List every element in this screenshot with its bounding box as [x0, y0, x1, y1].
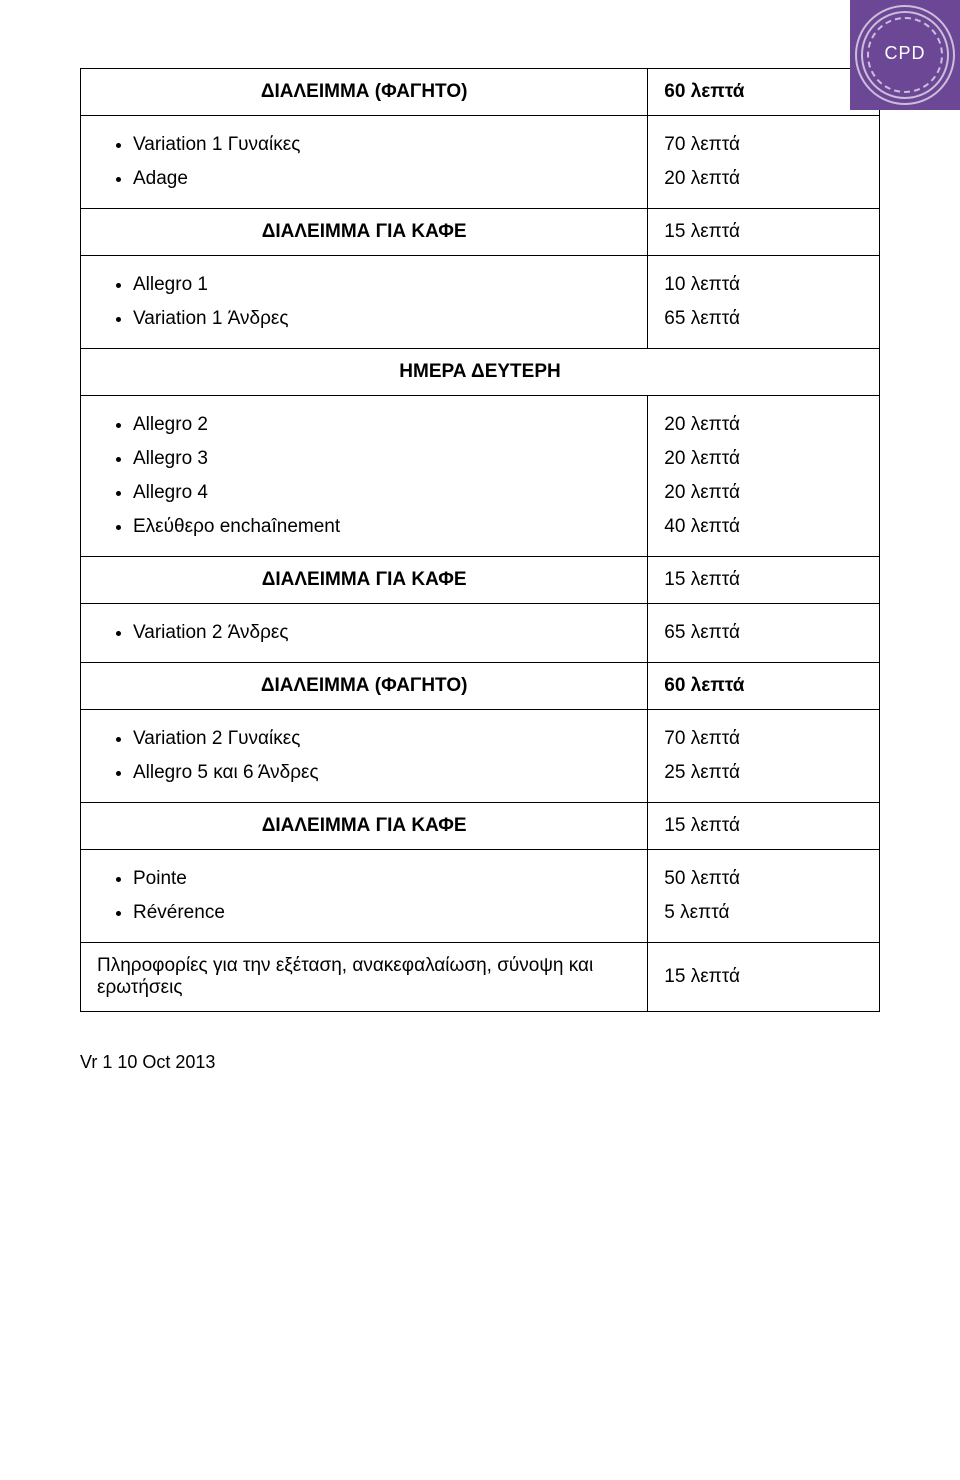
footer-version: Vr 1 10 Oct 2013: [80, 1052, 880, 1073]
list-item: Allegro 2: [133, 408, 631, 442]
duration-stack: 70 λεπτά 20 λεπτά: [664, 128, 863, 196]
duration-stack: 65 λεπτά: [664, 616, 863, 650]
document-page: CPD ΔΙΑΛΕΙΜΜΑ (ΦΑΓΗΤΟ) 60 λεπτά Variatio…: [0, 0, 960, 1480]
cpd-badge: CPD: [850, 0, 960, 110]
list-item: Variation 2 Άνδρες: [133, 616, 631, 650]
list-item: Allegro 1: [133, 268, 631, 302]
break-label: ΔΙΑΛΕΙΜΜΑ (ΦΑΓΗΤΟ): [81, 663, 648, 710]
row-variation2-men: Variation 2 Άνδρες 65 λεπτά: [81, 604, 880, 663]
row-allegro1: Allegro 1 Variation 1 Άνδρες 10 λεπτά 65…: [81, 256, 880, 349]
schedule-table: ΔΙΑΛΕΙΜΜΑ (ΦΑΓΗΤΟ) 60 λεπτά Variation 1 …: [80, 68, 880, 1012]
row-pointe: Pointe Révérence 50 λεπτά 5 λεπτά: [81, 850, 880, 943]
duration-value: 40 λεπτά: [664, 510, 863, 544]
break-duration: 15 λεπτά: [648, 803, 880, 850]
list-item: Adage: [133, 162, 631, 196]
list-item: Allegro 5 και 6 Άνδρες: [133, 756, 631, 790]
duration-value: 20 λεπτά: [664, 162, 863, 196]
duration-value: 70 λεπτά: [664, 128, 863, 162]
break-duration: 60 λεπτά: [648, 663, 880, 710]
list-item: Allegro 4: [133, 476, 631, 510]
list-item: Pointe: [133, 862, 631, 896]
duration-value: 20 λεπτά: [664, 408, 863, 442]
duration-value: 20 λεπτά: [664, 476, 863, 510]
badge-text: CPD: [855, 43, 955, 64]
duration-stack: 70 λεπτά 25 λεπτά: [664, 722, 863, 790]
break-label: ΔΙΑΛΕΙΜΜΑ ΓΙΑ ΚΑΦΕ: [81, 803, 648, 850]
row-break-coffee-1: ΔΙΑΛΕΙΜΜΑ ΓΙΑ ΚΑΦΕ 15 λεπτά: [81, 209, 880, 256]
item-list: Variation 2 Γυναίκες Allegro 5 και 6 Άνδ…: [97, 722, 631, 790]
list-item: Allegro 3: [133, 442, 631, 476]
list-item: Variation 1 Γυναίκες: [133, 128, 631, 162]
duration-value: 10 λεπτά: [664, 268, 863, 302]
duration-value: 70 λεπτά: [664, 722, 863, 756]
list-item: Ελεύθερο enchaînement: [133, 510, 631, 544]
duration-value: 65 λεπτά: [664, 616, 863, 650]
row-break-lunch-1: ΔΙΑΛΕΙΜΜΑ (ΦΑΓΗΤΟ) 60 λεπτά: [81, 69, 880, 116]
row-break-coffee-2: ΔΙΑΛΕΙΜΜΑ ΓΙΑ ΚΑΦΕ 15 λεπτά: [81, 557, 880, 604]
duration-value: 25 λεπτά: [664, 756, 863, 790]
info-label: Πληροφορίες για την εξέταση, ανακεφαλαίω…: [81, 943, 648, 1012]
break-label: ΔΙΑΛΕΙΜΜΑ ΓΙΑ ΚΑΦΕ: [81, 557, 648, 604]
row-break-lunch-2: ΔΙΑΛΕΙΜΜΑ (ΦΑΓΗΤΟ) 60 λεπτά: [81, 663, 880, 710]
row-break-coffee-3: ΔΙΑΛΕΙΜΜΑ ΓΙΑ ΚΑΦΕ 15 λεπτά: [81, 803, 880, 850]
break-duration: 15 λεπτά: [648, 557, 880, 604]
duration-stack: 20 λεπτά 20 λεπτά 20 λεπτά 40 λεπτά: [664, 408, 863, 544]
row-day-two-header: ΗΜΕΡΑ ΔΕΥΤΕΡΗ: [81, 349, 880, 396]
item-list: Allegro 2 Allegro 3 Allegro 4 Ελεύθερο e…: [97, 408, 631, 544]
row-variation2-women: Variation 2 Γυναίκες Allegro 5 και 6 Άνδ…: [81, 710, 880, 803]
item-list: Variation 1 Γυναίκες Adage: [97, 128, 631, 196]
list-item: Révérence: [133, 896, 631, 930]
break-label: ΔΙΑΛΕΙΜΜΑ (ΦΑΓΗΤΟ): [81, 69, 648, 116]
list-item: Variation 1 Άνδρες: [133, 302, 631, 336]
row-allegro-group: Allegro 2 Allegro 3 Allegro 4 Ελεύθερο e…: [81, 396, 880, 557]
info-duration: 15 λεπτά: [648, 943, 880, 1012]
item-list: Allegro 1 Variation 1 Άνδρες: [97, 268, 631, 336]
duration-stack: 50 λεπτά 5 λεπτά: [664, 862, 863, 930]
row-variation1-women: Variation 1 Γυναίκες Adage 70 λεπτά 20 λ…: [81, 116, 880, 209]
duration-value: 20 λεπτά: [664, 442, 863, 476]
item-list: Variation 2 Άνδρες: [97, 616, 631, 650]
break-duration: 60 λεπτά: [648, 69, 880, 116]
duration-value: 50 λεπτά: [664, 862, 863, 896]
duration-value: 5 λεπτά: [664, 896, 863, 930]
list-item: Variation 2 Γυναίκες: [133, 722, 631, 756]
duration-stack: 10 λεπτά 65 λεπτά: [664, 268, 863, 336]
badge-rings: CPD: [855, 5, 955, 105]
break-duration: 15 λεπτά: [648, 209, 880, 256]
item-list: Pointe Révérence: [97, 862, 631, 930]
row-exam-info: Πληροφορίες για την εξέταση, ανακεφαλαίω…: [81, 943, 880, 1012]
duration-value: 65 λεπτά: [664, 302, 863, 336]
break-label: ΔΙΑΛΕΙΜΜΑ ΓΙΑ ΚΑΦΕ: [81, 209, 648, 256]
day-header: ΗΜΕΡΑ ΔΕΥΤΕΡΗ: [81, 349, 880, 396]
